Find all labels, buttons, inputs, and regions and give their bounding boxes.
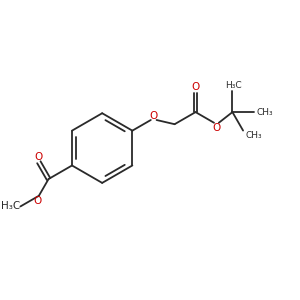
Text: H₃C: H₃C: [1, 201, 20, 212]
Text: O: O: [34, 196, 42, 206]
Text: O: O: [150, 111, 158, 121]
Text: CH₃: CH₃: [256, 108, 273, 117]
Text: O: O: [191, 82, 200, 92]
Text: O: O: [213, 123, 221, 133]
Text: O: O: [35, 152, 43, 162]
Text: H₃C: H₃C: [225, 82, 241, 91]
Text: CH₃: CH₃: [246, 131, 262, 140]
